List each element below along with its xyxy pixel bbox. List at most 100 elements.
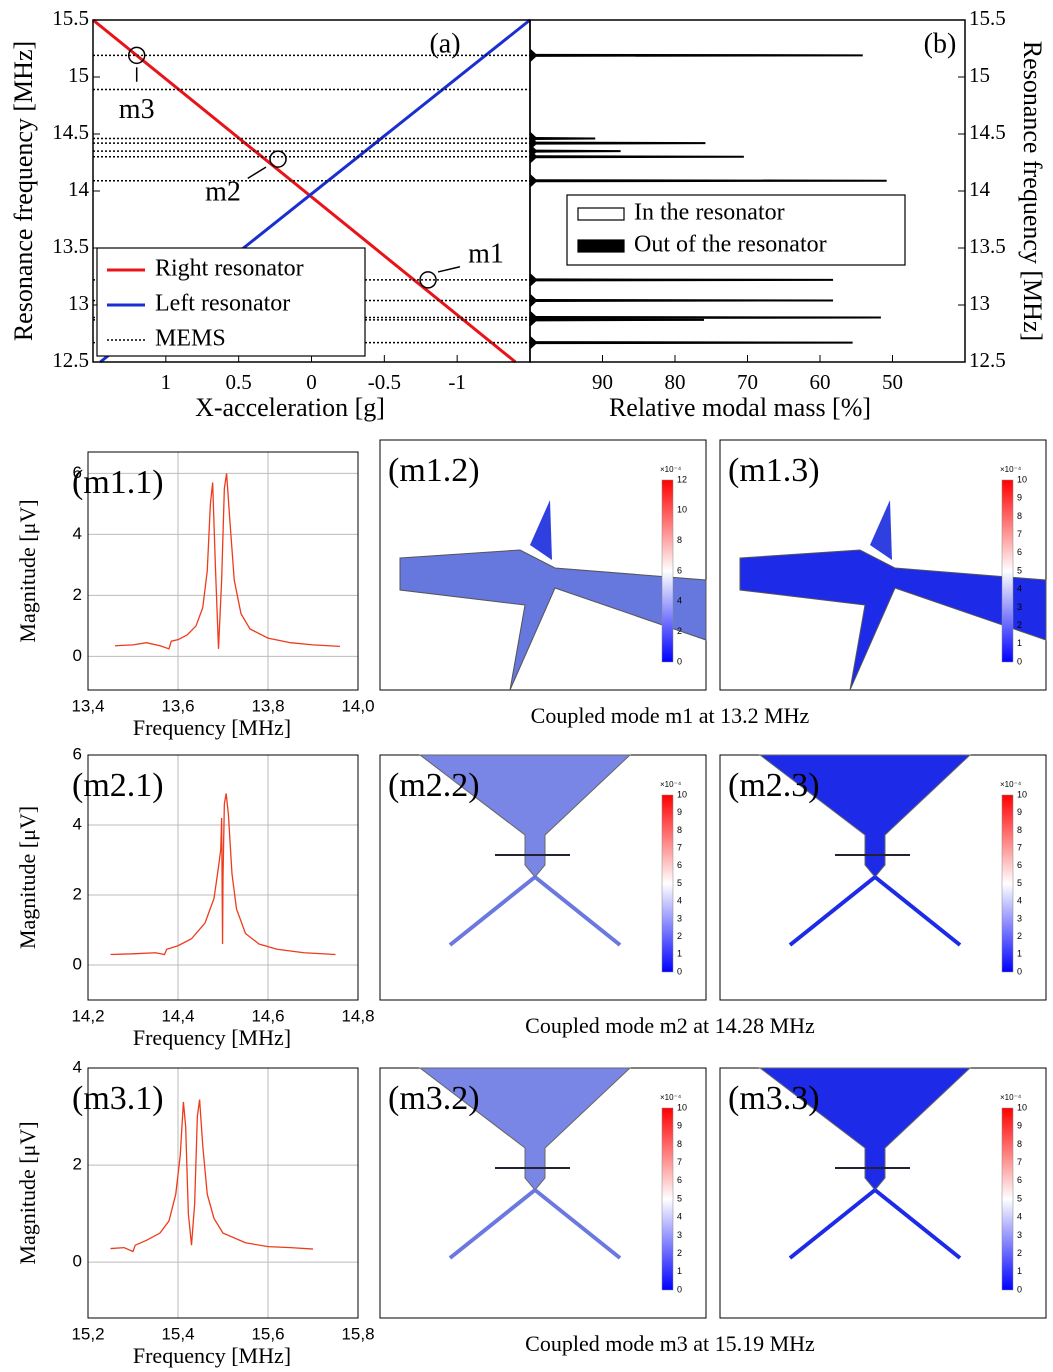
colorbar-tick-label: 4 — [1017, 1212, 1022, 1222]
structure — [418, 1067, 632, 1191]
bar — [530, 173, 887, 188]
x-tick-label: 50 — [882, 370, 903, 394]
colorbar-tick-label: 10 — [677, 789, 687, 799]
legend-label: In the resonator — [634, 200, 785, 226]
y-tick-label: 15.5 — [969, 6, 1006, 30]
structure — [758, 1067, 972, 1191]
colorbar-tick-label: 7 — [677, 842, 682, 852]
colorbar-tick-label: 8 — [1017, 511, 1022, 521]
colorbar — [1001, 794, 1014, 973]
y-tick-label: 12.5 — [52, 348, 89, 372]
colorbar-exponent: ×10⁻⁴ — [660, 780, 682, 789]
annotation-label: m2 — [205, 177, 241, 208]
colorbar-tick-label: 4 — [1017, 896, 1022, 906]
bar — [530, 136, 706, 151]
x-axis-label: Frequency [MHz] — [133, 1025, 291, 1050]
panel-label: (m2.2) — [388, 767, 480, 804]
panel-label: (m1.1) — [72, 464, 164, 501]
x-tick-label: 60 — [810, 370, 831, 394]
x-tick-label: 80 — [665, 370, 686, 394]
x-tick-label: 13,4 — [71, 696, 104, 715]
y-axis-label: Resonance frequency [MHz] — [9, 41, 38, 341]
colorbar-tick-label: 3 — [677, 913, 682, 923]
y-tick-label: 6 — [73, 744, 82, 763]
x-tick-label: 13,8 — [251, 696, 284, 715]
y-tick-label: 0 — [73, 954, 82, 973]
colorbar-tick-label: 6 — [1017, 1175, 1022, 1185]
y-tick-label: 13 — [68, 291, 89, 315]
simulation-panel: 0 1 2 3 4 5 6 7 8 9 10×10⁻⁴ (m3.3) — [719, 1067, 1047, 1319]
bar — [530, 48, 863, 63]
colorbar-tick-label: 4 — [1017, 584, 1022, 594]
colorbar-tick-label: 9 — [677, 807, 682, 817]
legend-swatch — [577, 239, 625, 253]
bar — [530, 131, 596, 146]
colorbar — [661, 794, 674, 973]
colorbar-tick-label: 0 — [677, 656, 682, 666]
x-tick-label: 15,6 — [251, 1324, 284, 1343]
colorbar-tick-label: 1 — [1017, 949, 1022, 959]
y-tick-label: 14.5 — [52, 120, 89, 144]
y-tick-label: 2 — [73, 585, 82, 604]
spectrum-line — [114, 473, 341, 650]
y-tick-label: 15 — [68, 63, 89, 87]
colorbar-tick-label: 9 — [1017, 493, 1022, 503]
bar — [530, 310, 881, 325]
simulation-panel: 0 1 2 3 4 5 6 7 8 9 10×10⁻⁴ (m3.2) — [379, 1067, 707, 1319]
colorbar-tick-label: 5 — [1017, 565, 1022, 575]
annotation-marker — [419, 271, 437, 289]
caption: Coupled mode m1 at 13.2 MHz — [531, 703, 810, 728]
colorbar — [1001, 1107, 1014, 1291]
structure — [758, 754, 972, 878]
structure — [870, 500, 892, 560]
colorbar-tick-label: 10 — [677, 505, 687, 515]
y-tick-label: 2 — [73, 884, 82, 903]
x-tick-label: 70 — [737, 370, 758, 394]
y-tick-label: 15.5 — [52, 6, 89, 30]
colorbar-tick-label: 0 — [1017, 966, 1022, 976]
colorbar-tick-label: 6 — [1017, 547, 1022, 557]
colorbar-tick-label: 5 — [1017, 878, 1022, 888]
x-tick-label: 14,8 — [341, 1006, 374, 1025]
colorbar-tick-label: 10 — [1017, 1102, 1027, 1112]
panel-label: (b) — [924, 28, 957, 59]
colorbar-tick-label: 4 — [677, 596, 682, 606]
y-tick-label: 15 — [969, 63, 990, 87]
colorbar-tick-label: 7 — [1017, 842, 1022, 852]
colorbar-tick-label: 0 — [1017, 1284, 1022, 1294]
colorbar-tick-label: 0 — [1017, 656, 1022, 666]
y-tick-label: 0 — [73, 646, 82, 665]
panel-label: (m1.2) — [388, 452, 480, 489]
legend-box — [96, 247, 366, 357]
y-tick-label: 4 — [73, 524, 82, 543]
y-tick-label: 6 — [73, 463, 82, 482]
colorbar-tick-label: 10 — [1017, 789, 1027, 799]
bar — [530, 149, 744, 164]
colorbar-tick-label: 3 — [1017, 602, 1022, 612]
colorbar-tick-label: 2 — [1017, 931, 1022, 941]
colorbar-tick-label: 2 — [1017, 1248, 1022, 1258]
series-line — [92, 18, 517, 364]
annotation-arrow — [247, 166, 267, 179]
panel-label: (a) — [429, 28, 460, 59]
legend-label: Right resonator — [155, 256, 304, 282]
colorbar — [1001, 479, 1014, 663]
colorbar-tick-label: 4 — [677, 896, 682, 906]
y-tick-label: 14 — [68, 177, 90, 201]
structure-legs — [788, 1188, 962, 1260]
x-tick-label: 14,6 — [251, 1006, 284, 1025]
colorbar-tick-label: 3 — [1017, 913, 1022, 923]
colorbar-tick-label: 7 — [1017, 1157, 1022, 1167]
x-axis-label: X-acceleration [g] — [195, 393, 385, 422]
y-tick-label: 2 — [73, 1155, 82, 1174]
panel-label: (m2.3) — [728, 767, 820, 804]
colorbar-tick-label: 1 — [1017, 638, 1022, 648]
colorbar-tick-label: 0 — [677, 1284, 682, 1294]
bar — [530, 335, 853, 350]
spectrum-line — [110, 1099, 314, 1253]
x-tick-label: -0.5 — [368, 370, 401, 394]
x-tick-label: 14,4 — [161, 1006, 194, 1025]
y-tick-label: 13.5 — [969, 234, 1006, 258]
x-tick-label: 14,0 — [341, 696, 374, 715]
plot-frame — [529, 19, 966, 363]
